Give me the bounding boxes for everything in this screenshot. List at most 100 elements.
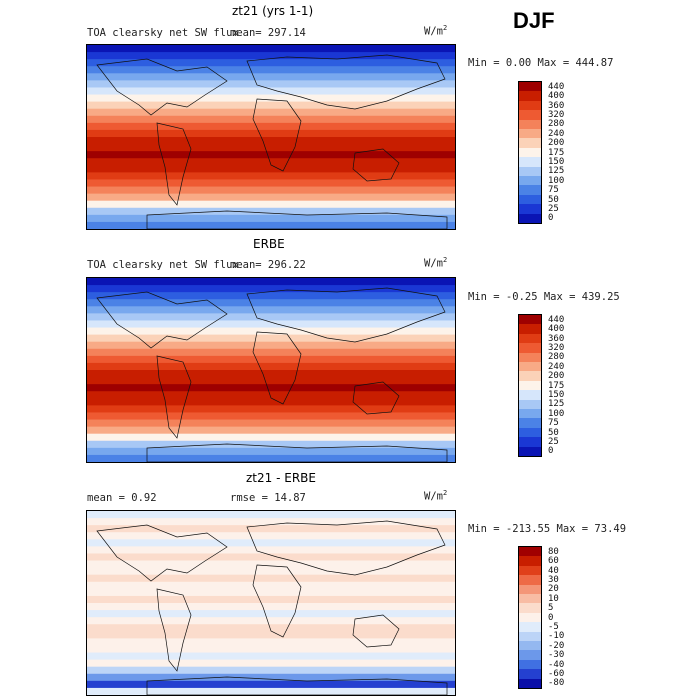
field-band xyxy=(87,214,455,223)
colorbar-swatch xyxy=(519,91,541,102)
colorbar-tick-label: 280 xyxy=(548,119,565,130)
field-band xyxy=(87,221,455,229)
panel-1-mean: mean= 297.14 xyxy=(230,27,306,39)
panel-2-map xyxy=(86,277,456,463)
field-band xyxy=(87,687,455,695)
colorbar-tick-label: 175 xyxy=(548,147,565,158)
field-band xyxy=(87,553,455,562)
panel-1-field xyxy=(87,45,455,229)
field-band xyxy=(87,624,455,632)
colorbar-swatch xyxy=(519,565,541,576)
field-band xyxy=(87,652,455,661)
coastline xyxy=(246,287,446,343)
colorbar-swatch xyxy=(519,324,541,335)
colorbar-swatch xyxy=(519,669,541,680)
colorbar-tick-label: 0 xyxy=(548,446,554,457)
field-band xyxy=(87,129,455,138)
field-band xyxy=(87,532,455,540)
panel-2-colorbar xyxy=(518,314,542,457)
colorbar-swatch xyxy=(519,631,541,642)
colorbar-swatch xyxy=(519,343,541,354)
field-band xyxy=(87,327,455,336)
field-band xyxy=(87,680,455,689)
colorbar-swatch xyxy=(519,650,541,661)
colorbar-swatch xyxy=(519,147,541,158)
coastline xyxy=(252,98,302,172)
colorbar-swatch xyxy=(519,157,541,168)
coastline xyxy=(246,54,446,110)
field-band xyxy=(87,179,455,188)
field-band xyxy=(87,115,455,124)
colorbar-tick-label: 25 xyxy=(548,203,559,214)
colorbar-tick-label: 150 xyxy=(548,156,565,167)
colorbar-swatch xyxy=(519,119,541,130)
panel-3-map xyxy=(86,510,456,696)
colorbar-swatch xyxy=(519,110,541,121)
colorbar-swatch xyxy=(519,315,541,325)
panel-1-colorbar xyxy=(518,81,542,224)
field-band xyxy=(87,362,455,371)
field-band xyxy=(87,610,455,618)
panel-3-mean: mean = 0.92 xyxy=(87,492,157,504)
field-band xyxy=(87,45,455,53)
colorbar-swatch xyxy=(519,547,541,557)
colorbar-tick-label: 0 xyxy=(548,612,554,623)
panel-3-unit: W/m2 xyxy=(424,489,448,503)
colorbar-tick-label: 320 xyxy=(548,109,565,120)
coastline xyxy=(96,58,228,116)
colorbar-tick-label: 50 xyxy=(548,427,559,438)
field-band xyxy=(87,412,455,421)
field-band xyxy=(87,581,455,590)
field-band xyxy=(87,122,455,131)
field-band xyxy=(87,52,455,60)
colorbar-tick-label: 440 xyxy=(548,81,565,92)
field-band xyxy=(87,377,455,385)
field-band xyxy=(87,645,455,654)
field-band xyxy=(87,567,455,576)
panel-3-rmse: rmse = 14.87 xyxy=(230,492,306,504)
field-band xyxy=(87,588,455,597)
colorbar-tick-label: -80 xyxy=(548,678,565,689)
field-band xyxy=(87,66,455,74)
panel-1-unit: W/m2 xyxy=(424,24,448,38)
colorbar-swatch xyxy=(519,380,541,391)
colorbar-swatch xyxy=(519,100,541,111)
panel-3-field xyxy=(87,511,455,695)
season-label: DJF xyxy=(513,8,555,33)
field-band xyxy=(87,617,455,625)
colorbar-tick-label: -60 xyxy=(548,668,565,679)
colorbar-swatch xyxy=(519,622,541,633)
colorbar-swatch xyxy=(519,371,541,382)
coastline xyxy=(252,564,302,638)
colorbar-tick-label: 25 xyxy=(548,436,559,447)
field-band xyxy=(87,673,455,682)
panel-1-minmax: Min = 0.00 Max = 444.87 xyxy=(468,57,614,69)
field-band xyxy=(87,560,455,569)
field-band xyxy=(87,391,455,399)
field-band xyxy=(87,299,455,307)
panel-3-minmax: Min = -213.55 Max = 73.49 xyxy=(468,523,627,535)
colorbar-tick-label: 175 xyxy=(548,380,565,391)
colorbar-tick-label: 200 xyxy=(548,371,565,382)
colorbar-swatch xyxy=(519,138,541,149)
colorbar-swatch xyxy=(519,390,541,401)
field-band xyxy=(87,539,455,547)
colorbar-tick-label: 80 xyxy=(548,546,559,557)
field-band xyxy=(87,108,455,117)
field-band xyxy=(87,603,455,611)
panel-1-map xyxy=(86,44,456,230)
field-band xyxy=(87,355,455,364)
colorbar-swatch xyxy=(519,427,541,438)
field-band xyxy=(87,87,455,96)
colorbar-swatch xyxy=(519,129,541,139)
field-band xyxy=(87,80,455,89)
field-band xyxy=(87,398,455,406)
colorbar-swatch xyxy=(519,603,541,614)
colorbar-tick-label: 400 xyxy=(548,91,565,102)
panel-1-subtitle: TOA clearsky net SW flux xyxy=(87,27,239,39)
colorbar-tick-label: 100 xyxy=(548,408,565,419)
colorbar-tick-label: 150 xyxy=(548,389,565,400)
colorbar-tick-label: 320 xyxy=(548,342,565,353)
colorbar-tick-label: 240 xyxy=(548,128,565,139)
field-band xyxy=(87,285,455,293)
